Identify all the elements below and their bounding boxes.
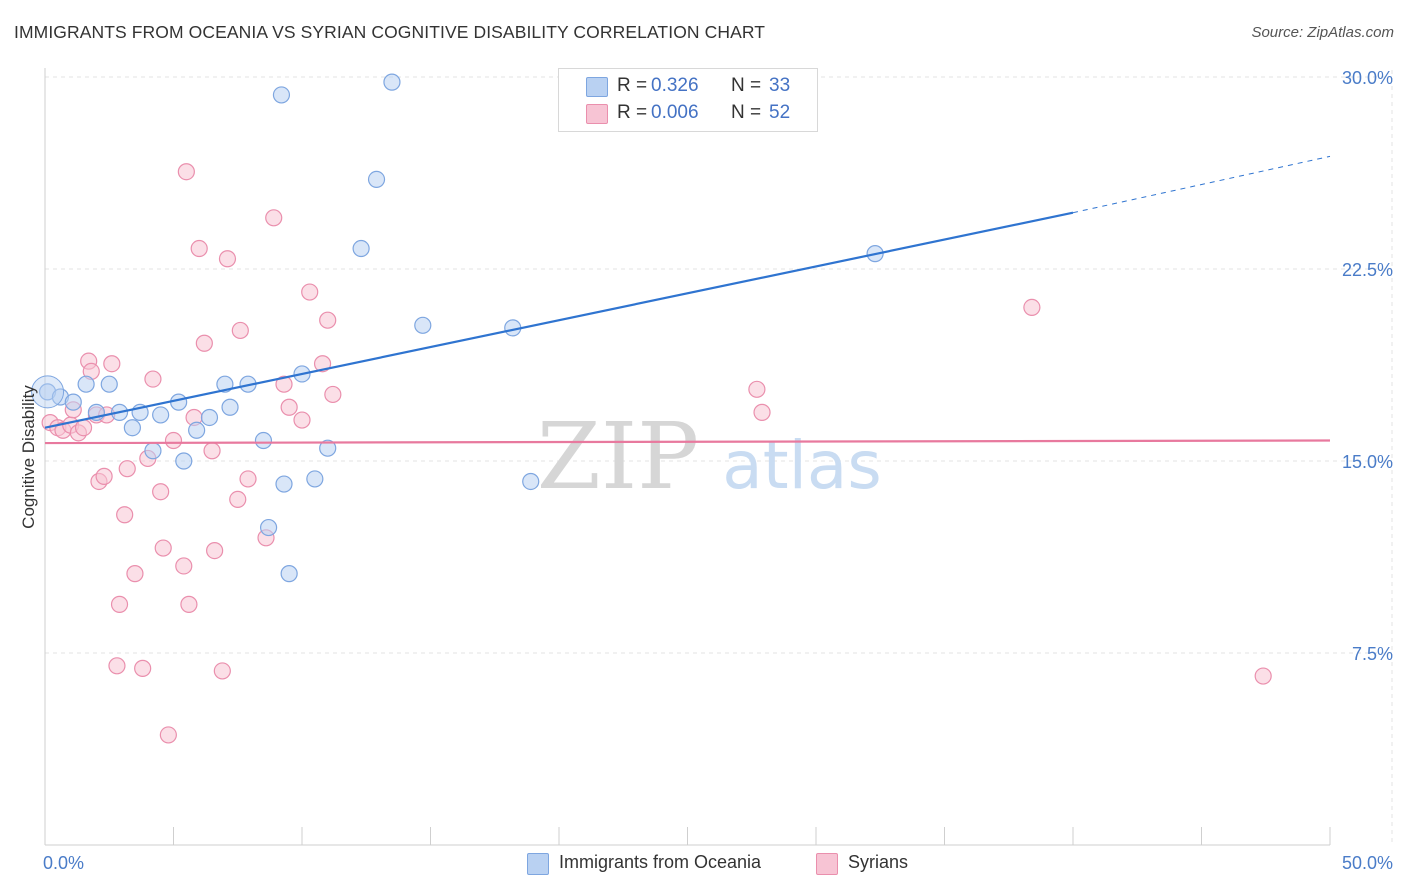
syrians-point [229, 490, 247, 508]
syrians-point [103, 355, 121, 373]
n-label: N = [731, 75, 762, 96]
oceania-point [175, 452, 193, 470]
syrians-point [116, 506, 134, 524]
syrians-point [301, 283, 319, 301]
oceania-point [188, 421, 206, 439]
syrians-point [213, 662, 231, 680]
syrians-point [293, 411, 311, 429]
oceania-points [31, 73, 884, 583]
syrians-point [177, 163, 195, 181]
oceania-point [275, 475, 293, 493]
syrians-point [218, 250, 237, 268]
series-legend: Immigrants from Oceania Syrians [0, 852, 1406, 876]
syrians-point [154, 539, 172, 557]
y-tick-label: 7.5% [1352, 644, 1393, 664]
y-tick-label: 15.0% [1342, 452, 1393, 472]
oceania-point [100, 375, 118, 393]
oceania-point [383, 73, 401, 91]
syrians-point [95, 467, 113, 485]
syrians-point [159, 726, 177, 744]
oceania-point [319, 439, 337, 457]
r-value: 0.326 [651, 75, 699, 96]
syrians-point [265, 209, 283, 227]
oceania-point [221, 398, 239, 416]
oceania-point [144, 442, 162, 460]
syrians-point [231, 321, 249, 340]
legend-swatch-blue [586, 77, 608, 97]
oceania-point [123, 419, 141, 437]
oceania-trend-extension [1072, 155, 1331, 214]
syrians-point [1023, 298, 1041, 316]
oceania-point [522, 472, 540, 491]
syrians-point [239, 470, 257, 488]
syrians-point [319, 311, 337, 329]
watermark-atlas: atlas [722, 427, 882, 504]
oceania-point [280, 565, 298, 583]
syrians-point [108, 657, 126, 675]
syrians-point [748, 380, 766, 398]
syrians-point [134, 659, 152, 677]
oceania-point [272, 86, 291, 104]
stats-legend: R = 0.326 N = 33 R = 0.006 N = 52 [558, 68, 818, 132]
oceania-point [64, 393, 82, 411]
y-tick-labels: 7.5% 15.0% 22.5% 30.0% [1342, 68, 1393, 664]
legend-label: Syrians [848, 852, 909, 872]
r-label: R = [617, 102, 648, 123]
x-tick-label: 50.0% [1342, 853, 1393, 873]
syrians-point [195, 334, 213, 352]
oceania-point [77, 375, 95, 393]
chart-title: IMMIGRANTS FROM OCEANIA VS SYRIAN COGNIT… [14, 22, 766, 42]
n-label: N = [731, 102, 762, 123]
syrians-point [152, 483, 170, 501]
syrians-point [144, 370, 162, 388]
oceania-point [200, 408, 219, 427]
legend-swatch-pink [816, 853, 838, 875]
oceania-point-large [31, 375, 65, 409]
oceania-point [259, 518, 278, 537]
syrians-point [175, 557, 193, 575]
syrians-point [753, 403, 771, 421]
n-value: 52 [769, 102, 791, 123]
legend-swatch-blue [527, 853, 549, 875]
syrians-point [203, 442, 221, 460]
syrians-point [280, 398, 298, 416]
watermark-zip: ZIP [537, 403, 699, 510]
syrians-point [180, 595, 198, 613]
y-tick-label: 22.5% [1342, 260, 1393, 280]
x-tick-label: 0.0% [43, 853, 84, 873]
syrians-point [126, 565, 144, 583]
grid-lines [45, 70, 1393, 845]
oceania-point [152, 406, 170, 424]
syrians-point [190, 239, 208, 258]
syrians-trend-line [44, 439, 1331, 445]
trend-lines [44, 155, 1331, 445]
watermark: ZIP atlas [537, 403, 882, 510]
oceania-point [414, 316, 432, 334]
syrians-point [1254, 667, 1272, 685]
n-value: 33 [769, 75, 791, 96]
oceania-point [352, 239, 370, 258]
syrians-point [110, 595, 129, 613]
source-label: Source: ZipAtlas.com [1251, 24, 1394, 41]
axis-ticks [44, 827, 1331, 845]
y-tick-label: 30.0% [1342, 68, 1393, 88]
r-label: R = [617, 75, 648, 96]
oceania-trend-line [44, 211, 1074, 429]
oceania-point [367, 170, 386, 188]
syrians-point [275, 375, 293, 393]
x-tick-labels: 0.0% 50.0% [43, 853, 1393, 873]
r-value: 0.006 [651, 102, 699, 123]
syrians-point [206, 541, 224, 560]
syrians-point [164, 431, 183, 450]
legend-swatch-pink [586, 104, 608, 124]
syrians-point [118, 460, 136, 478]
oceania-point [306, 470, 324, 488]
oceania-point [254, 431, 273, 450]
oceania-point [170, 393, 188, 411]
syrians-point [324, 385, 342, 404]
y-axis-label: Cognitive Disability [19, 385, 38, 529]
legend-label: Immigrants from Oceania [559, 852, 762, 872]
syrians-point [74, 419, 93, 437]
